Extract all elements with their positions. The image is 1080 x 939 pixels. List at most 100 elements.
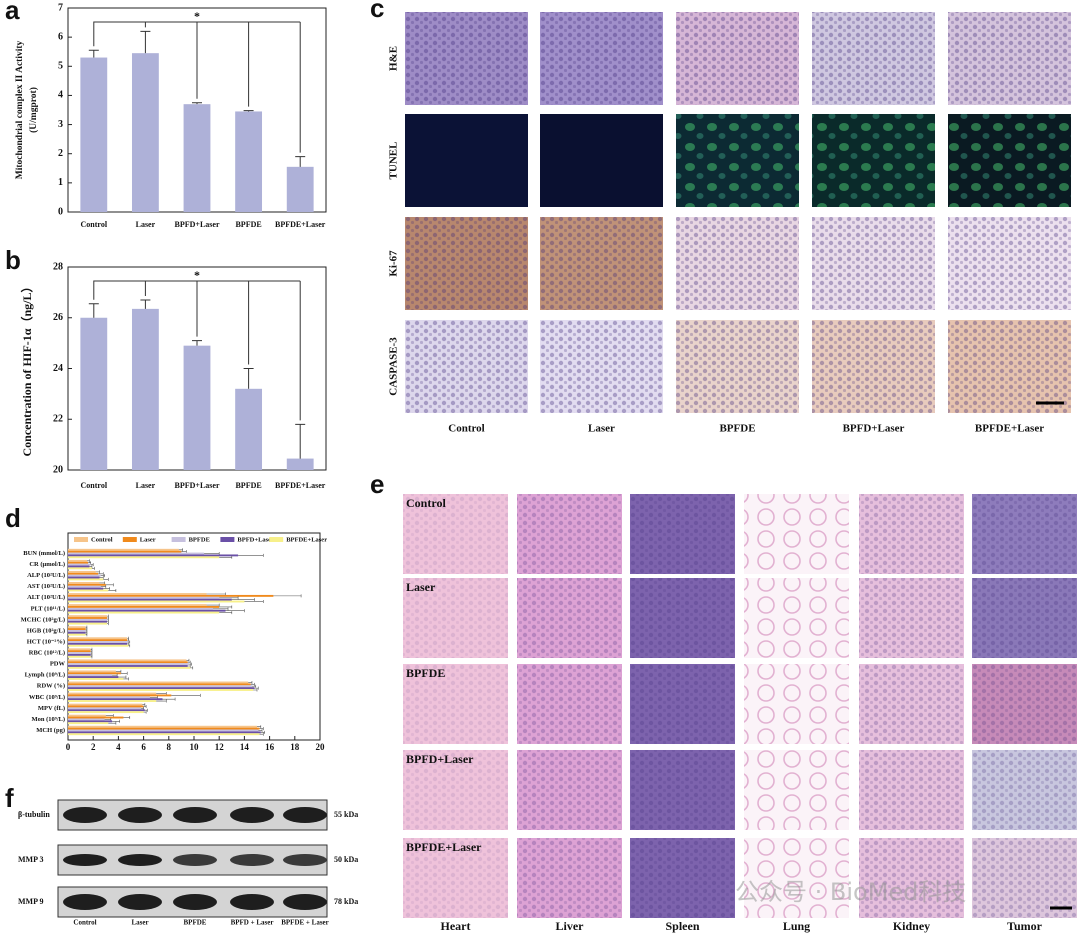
bar <box>68 567 92 570</box>
error-bar <box>244 600 264 604</box>
bar <box>80 57 108 212</box>
bar <box>68 620 108 623</box>
x-tick-label: 16 <box>265 742 275 752</box>
error-bar <box>86 559 90 563</box>
micrograph-texture <box>948 320 1071 413</box>
y-tick-label: ALP (10²U/L) <box>27 572 65 579</box>
micrograph-texture <box>676 12 799 105</box>
bar <box>68 672 121 675</box>
bar <box>68 661 188 664</box>
bar <box>68 563 91 566</box>
bar <box>68 642 128 645</box>
bar <box>68 716 124 719</box>
y-tick-label: BUN (mmol/L) <box>23 550 65 557</box>
y-tick-label: MCH (pg) <box>36 727 65 734</box>
error-bar <box>123 677 129 681</box>
bar <box>68 561 89 564</box>
error-bar <box>248 680 253 684</box>
y-tick-label: 28 <box>53 261 63 272</box>
bar <box>68 633 86 636</box>
y-tick-label: 1 <box>58 177 63 188</box>
bar <box>68 600 245 603</box>
x-tick-label: 0 <box>66 742 71 752</box>
error-bar <box>85 633 88 637</box>
bar <box>68 711 144 714</box>
error-bar <box>219 605 233 609</box>
error-bar <box>100 585 107 589</box>
error-bar <box>140 299 151 309</box>
blot-band <box>118 894 162 910</box>
panel-letter: e <box>370 469 384 499</box>
y-tick-label: CR (μmol/L) <box>29 561 65 568</box>
bar <box>68 639 128 642</box>
micrograph-texture <box>403 578 508 658</box>
column-label: Lung <box>783 919 810 933</box>
blot-band <box>173 807 217 823</box>
x-tick-label: 18 <box>290 742 300 752</box>
micrograph <box>405 114 528 207</box>
legend-swatch <box>220 537 235 542</box>
x-tick-label: Laser <box>136 481 156 490</box>
bar <box>68 583 106 586</box>
bar <box>80 317 108 470</box>
bar <box>68 705 144 708</box>
error-bar <box>108 588 117 592</box>
bar <box>68 663 189 666</box>
y-tick-label: 3 <box>58 119 63 130</box>
micrograph-texture <box>744 838 849 918</box>
error-bar <box>91 566 95 570</box>
bar <box>68 709 145 712</box>
micrograph-texture <box>517 750 622 830</box>
y-tick-label: Lymph (10⁹/L) <box>25 672 65 679</box>
row-label: CASPASE-3 <box>388 337 400 396</box>
bar <box>68 559 87 562</box>
legend-label: BPFD+Laser <box>237 536 274 543</box>
error-bar <box>112 719 120 723</box>
x-tick-label: 10 <box>190 742 200 752</box>
y-tick-label: 20 <box>53 464 63 475</box>
error-bar <box>250 682 255 686</box>
y-tick-label: 6 <box>58 31 63 42</box>
y-tick-label: 24 <box>53 363 63 374</box>
column-label: BPFD+Laser <box>843 423 905 435</box>
column-label: BPFDE + Laser <box>281 919 329 927</box>
error-bar <box>118 675 127 679</box>
micrograph-texture <box>403 664 508 744</box>
bar <box>68 727 260 730</box>
error-bar <box>192 340 202 346</box>
micrograph-texture <box>540 217 663 310</box>
bar <box>68 550 182 553</box>
micrograph-texture <box>517 494 622 574</box>
bar <box>68 696 150 699</box>
bar <box>68 637 128 640</box>
error-bar <box>219 611 233 615</box>
bar <box>183 345 211 470</box>
blot-band <box>118 807 162 823</box>
row-label: TUNEL <box>388 142 400 180</box>
error-bar <box>162 697 176 701</box>
error-bar <box>253 688 258 692</box>
bar <box>68 570 96 573</box>
bar <box>68 650 91 653</box>
micrograph-texture <box>812 217 935 310</box>
micrograph-texture <box>744 750 849 830</box>
error-bar <box>243 368 254 389</box>
bar <box>68 587 104 590</box>
error-bar <box>219 555 233 559</box>
bar <box>68 707 142 710</box>
bar <box>68 607 213 610</box>
bar <box>68 574 101 577</box>
x-tick-label: Laser <box>136 220 156 229</box>
bar <box>68 687 255 690</box>
blot-band <box>63 854 107 866</box>
micrograph <box>540 114 663 207</box>
x-tick-label: BPFDE+Laser <box>275 220 326 229</box>
error-bar <box>105 583 114 587</box>
error-bar <box>254 686 259 690</box>
error-bar <box>231 598 255 602</box>
column-label: Tumor <box>1007 919 1043 933</box>
micrograph-texture <box>812 114 935 207</box>
error-bar <box>142 703 146 707</box>
bar <box>235 111 263 212</box>
y-tick-label: HCT (10⁻²%) <box>27 638 65 645</box>
